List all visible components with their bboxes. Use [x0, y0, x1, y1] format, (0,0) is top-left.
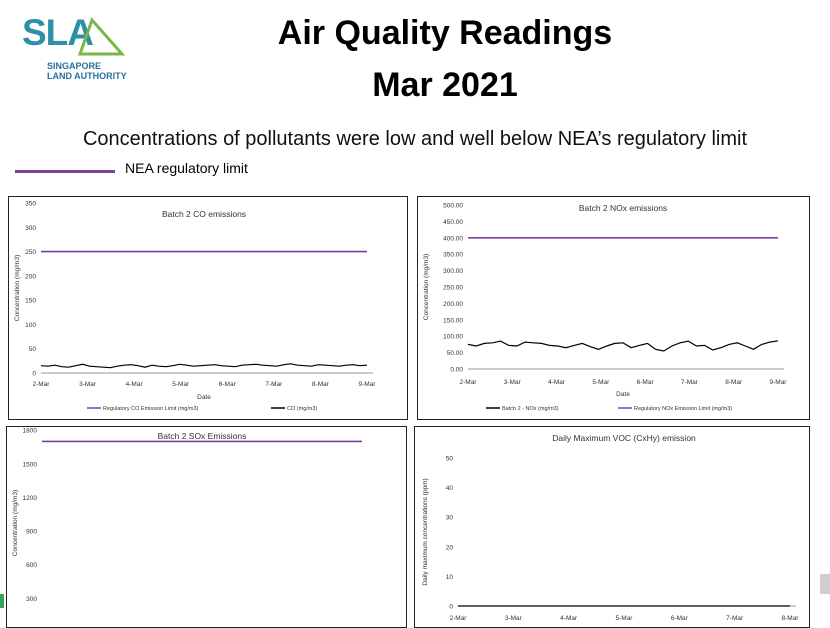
- y-tick-label: 1500: [23, 461, 38, 468]
- y-tick-label: 400.00: [443, 235, 463, 242]
- x-tick-label: 3-Mar: [79, 381, 97, 388]
- y-tick-label: 200: [25, 273, 36, 280]
- x-tick-label: 4-Mar: [548, 379, 566, 386]
- y-tick-label: 50.00: [447, 350, 464, 357]
- sox-chart-panel: Batch 2 SOx Emissions 300 600 900 1200 1500 18…: [6, 426, 407, 628]
- y-tick-label: 300: [25, 225, 36, 232]
- y-tick-label: 40: [446, 485, 454, 492]
- chart-title: Batch 2 SOx Emissions: [158, 431, 247, 441]
- y-tick-label: 0: [449, 604, 453, 611]
- logo-sub-line2: LAND AUTHORITY: [47, 71, 127, 81]
- logo-triangle-icon: [77, 17, 126, 56]
- x-tick-label: 3-Mar: [504, 379, 522, 386]
- y-tick-label: 200.00: [443, 301, 463, 308]
- x-tick-label: 2-Mar: [33, 381, 51, 388]
- emission-series-line: [467, 340, 779, 352]
- x-tick-label: 4-Mar: [126, 381, 144, 388]
- chart-title: Batch 2 NOx emissions: [579, 203, 667, 213]
- y-tick-label: 250: [25, 249, 36, 256]
- y-tick-label: 1200: [23, 495, 38, 502]
- y-tick-label: 150: [25, 298, 36, 305]
- chart-svg: Batch 2 NOx emissions 0.00 50.00 100.00 150.…: [423, 203, 788, 413]
- y-tick-label: 50: [29, 346, 37, 353]
- legend-label: Regulatory NOx Emission Limit (mg/m3): [634, 406, 732, 412]
- scroll-tab-icon: [820, 574, 830, 594]
- co-chart-panel: Batch 2 CO emissions 0 50 100 150 200 250 300 35…: [8, 196, 408, 420]
- nea-limit-legend-label: NEA regulatory limit: [125, 160, 248, 176]
- x-tick-label: 3-Mar: [505, 615, 523, 622]
- x-tick-label: 5-Mar: [616, 615, 634, 622]
- x-tick-label: 6-Mar: [219, 381, 237, 388]
- page-title-line2: Mar 2021: [372, 66, 518, 104]
- x-tick-label: 2-Mar: [460, 379, 478, 386]
- page-title-line1: Air Quality Readings: [277, 14, 613, 52]
- y-axis-label: Daily maximum concentrations (ppm): [422, 478, 429, 585]
- y-axis-label: Concentration (mg/m3): [423, 254, 430, 320]
- side-marker-icon: [0, 594, 4, 608]
- y-tick-label: 350.00: [443, 252, 463, 259]
- y-tick-label: 900: [26, 529, 37, 536]
- legend-label: Regulatory CO Emission Limit (mg/m3): [103, 406, 199, 412]
- y-tick-label: 100: [25, 322, 36, 329]
- x-tick-label: 9-Mar: [359, 381, 377, 388]
- y-tick-label: 100.00: [443, 334, 463, 341]
- x-tick-label: 9-Mar: [770, 379, 788, 386]
- legend-label: Batch 2 - NOx (mg/m3): [502, 406, 559, 412]
- x-tick-label: 5-Mar: [592, 379, 610, 386]
- x-tick-label: 6-Mar: [671, 615, 689, 622]
- x-axis-label: Date: [197, 394, 211, 401]
- chart-svg: Batch 2 SOx Emissions 300 600 900 1200 1500 18…: [12, 428, 362, 603]
- y-tick-label: 350: [25, 201, 36, 208]
- y-tick-label: 50: [446, 456, 454, 463]
- x-tick-label: 7-Mar: [726, 615, 744, 622]
- y-tick-label: 500.00: [443, 203, 463, 210]
- y-axis-label: Concentration (mg/m3): [12, 490, 19, 556]
- y-tick-label: 600: [26, 562, 37, 569]
- y-tick-label: 0.00: [450, 367, 463, 374]
- y-tick-label: 250.00: [443, 285, 463, 292]
- y-tick-label: 1800: [23, 428, 38, 435]
- voc-chart-panel: Daily Maximum VOC (CxHy) emission 0 10 20 30…: [414, 426, 810, 628]
- legend-label: CO (mg/m3): [287, 406, 317, 412]
- y-tick-label: 20: [446, 544, 454, 551]
- x-tick-label: 6-Mar: [637, 379, 655, 386]
- chart-title: Daily Maximum VOC (CxHy) emission: [552, 433, 696, 443]
- x-tick-label: 8-Mar: [782, 615, 800, 622]
- sla-logo: SLA SINGAPORE LAND AUTHORITY: [22, 12, 132, 87]
- emission-series-line: [40, 363, 368, 369]
- x-axis-label: Date: [616, 391, 630, 398]
- page-subtitle: Concentrations of pollutants were low an…: [82, 128, 748, 150]
- logo-sub-line1: SINGAPORE: [47, 61, 102, 71]
- x-tick-label: 8-Mar: [725, 379, 743, 386]
- y-tick-label: 300: [26, 596, 37, 603]
- chart-svg: Daily Maximum VOC (CxHy) emission 0 10 20 30…: [422, 433, 800, 622]
- y-tick-label: 300.00: [443, 268, 463, 275]
- nea-limit-legend-line: [15, 170, 115, 173]
- y-axis-label: Concentration (mg/m3): [14, 255, 21, 321]
- y-tick-label: 10: [446, 574, 454, 581]
- x-tick-label: 5-Mar: [172, 381, 190, 388]
- x-tick-label: 4-Mar: [560, 615, 578, 622]
- nox-chart-panel: Batch 2 NOx emissions 0.00 50.00 100.00 150.…: [417, 196, 810, 420]
- y-tick-label: 450.00: [443, 219, 463, 226]
- x-tick-label: 8-Mar: [312, 381, 330, 388]
- y-tick-label: 0: [32, 371, 36, 378]
- chart-title: Batch 2 CO emissions: [162, 209, 246, 219]
- logo-subtext: SINGAPORE LAND AUTHORITY: [47, 61, 127, 81]
- x-tick-label: 7-Mar: [681, 379, 699, 386]
- x-tick-label: 2-Mar: [450, 615, 468, 622]
- y-tick-label: 150.00: [443, 317, 463, 324]
- x-tick-label: 7-Mar: [265, 381, 283, 388]
- chart-svg: Batch 2 CO emissions 0 50 100 150 200 250 300 35…: [14, 201, 377, 413]
- y-tick-label: 30: [446, 515, 454, 522]
